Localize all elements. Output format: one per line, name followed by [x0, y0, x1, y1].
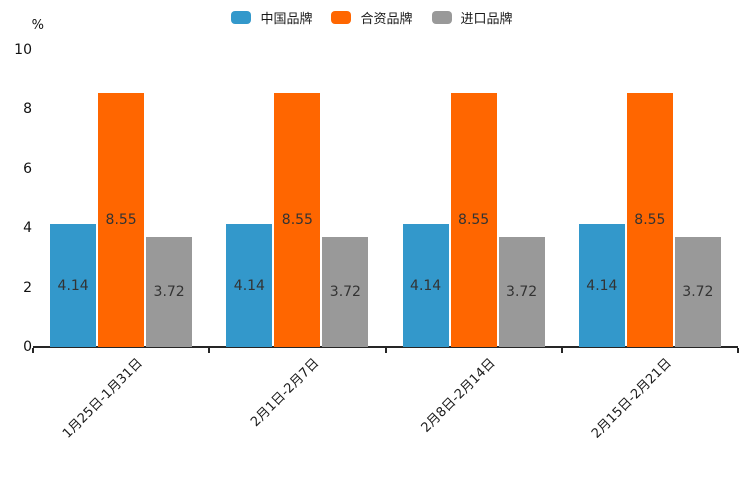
bar-进口品牌-group2 [322, 236, 369, 347]
legend-item-1: 中国品牌 [231, 8, 312, 27]
bar-中国品牌-group2 [226, 224, 273, 347]
x-axis-category-label: 2月8日-2月14日 [418, 355, 499, 436]
y-axis-tick-label: 4 [23, 220, 32, 237]
bar-合资品牌-group1 [98, 93, 145, 347]
legend-item-label: 合资品牌 [360, 12, 413, 27]
bar-value-label: 3.72 [682, 283, 714, 300]
bar-value-label: 4.14 [233, 277, 265, 294]
bar-进口品牌-group1 [146, 236, 193, 347]
y-axis-tick-label: 6 [23, 160, 32, 177]
y-axis-tick-label: 8 [23, 101, 32, 118]
x-axis-tick [32, 348, 34, 353]
x-axis-category-label: 2月15日-2月21日 [588, 355, 675, 442]
bar-value-label: 3.72 [506, 283, 538, 300]
bar-进口品牌-group4 [674, 236, 721, 347]
legend-item-2: 合资品牌 [331, 8, 413, 27]
bar-value-label: 8.55 [105, 212, 137, 229]
x-axis-tick [560, 348, 563, 353]
bar-合资品牌-group3 [450, 93, 497, 347]
bar-进口品牌-group3 [498, 236, 545, 347]
bar-合资品牌-group2 [274, 93, 321, 347]
bar-value-label: 8.55 [281, 212, 313, 229]
legend-item-label: 中国品牌 [260, 12, 313, 27]
y-axis-unit-label: % [31, 18, 44, 33]
y-axis-tick-label: 2 [23, 279, 32, 296]
legend-swatch-icon [431, 11, 452, 24]
x-axis-category-label: 2月1日-2月7日 [247, 355, 322, 430]
bar-value-label: 4.14 [586, 277, 618, 294]
x-axis-tick [737, 348, 739, 353]
y-axis-tick-label: 10 [14, 42, 32, 58]
bar-value-label: 3.72 [153, 283, 185, 300]
x-axis-tick [384, 348, 387, 353]
legend-item-3: 进口品牌 [431, 8, 513, 27]
x-axis-category-label: 1月25日-1月31日 [59, 355, 146, 442]
bar-value-label: 4.14 [410, 277, 442, 294]
bar-value-label: 8.55 [634, 212, 666, 229]
bar-合资品牌-group4 [626, 93, 673, 347]
legend: 中国品牌 合资品牌 进口品牌 [0, 8, 744, 27]
legend-swatch-icon [231, 11, 252, 24]
legend-swatch-icon [331, 11, 352, 24]
x-axis-tick [208, 348, 211, 353]
y-axis-tick-label: 0 [23, 339, 32, 355]
bar-value-label: 8.55 [458, 212, 490, 229]
bar-中国品牌-group4 [578, 224, 625, 347]
bar-value-label: 4.14 [57, 277, 89, 294]
legend-item-label: 进口品牌 [460, 12, 513, 27]
bar-中国品牌-group3 [402, 224, 449, 347]
bar-value-label: 3.72 [329, 283, 361, 300]
bar-中国品牌-group1 [50, 224, 97, 347]
x-axis-line [33, 346, 738, 348]
